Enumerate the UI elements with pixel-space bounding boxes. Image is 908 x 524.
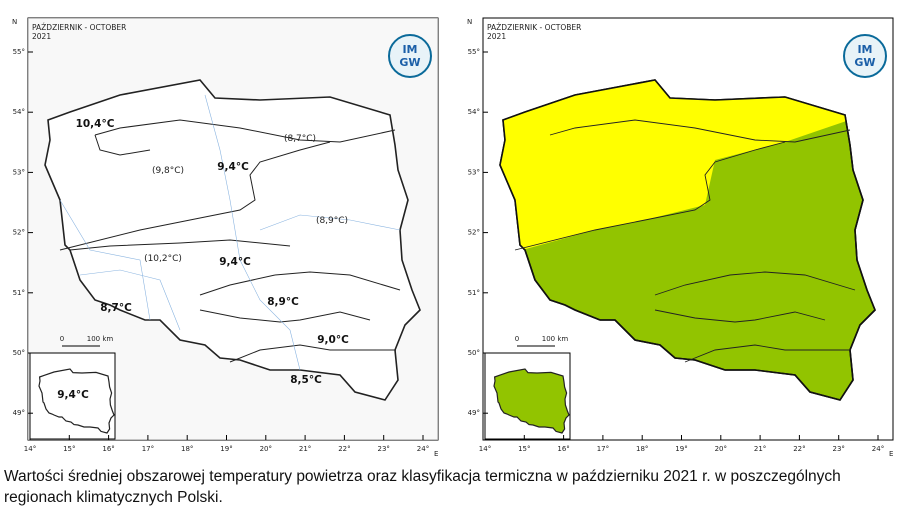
lat-label: 49° <box>468 409 480 417</box>
inset-label: 9,4°C <box>57 389 89 401</box>
header-year: 2021 <box>487 32 506 41</box>
logo-text: IM <box>402 43 417 56</box>
region-warm <box>500 80 855 252</box>
lat-label: 51° <box>13 289 25 297</box>
lat-label: 53° <box>13 168 25 176</box>
lon-label: 17° <box>142 445 154 453</box>
lon-label: 19° <box>220 445 232 453</box>
lat-label: 53° <box>468 168 480 176</box>
lon-label: 24° <box>872 445 884 453</box>
lat-label: 55° <box>468 48 480 56</box>
logo-circle <box>388 34 432 78</box>
region-label: (8,7°C) <box>284 134 316 144</box>
region-label: 8,7°C <box>100 302 132 314</box>
lon-label: 23° <box>377 445 389 453</box>
lat-label: 50° <box>468 349 480 357</box>
lon-label: 16° <box>102 445 114 453</box>
region-label: 9,4°C <box>217 161 249 173</box>
scale-label: 0 <box>60 335 64 343</box>
lon-label: 15° <box>63 445 75 453</box>
lat-label: 52° <box>13 229 25 237</box>
region-label: 8,9°C <box>267 296 299 308</box>
lat-label: 51° <box>468 289 480 297</box>
logo-text: GW <box>854 56 875 69</box>
lat-label: 54° <box>468 108 480 116</box>
map-temperature: 0 100 km 10,4°C (8,7°C) (9,8°C) 9,4°C (8… <box>12 17 439 458</box>
lon-label: 21° <box>754 445 766 453</box>
lon-label: 14° <box>24 445 36 453</box>
region-label: 10,4°C <box>76 118 115 130</box>
scale-label: 0 <box>515 335 519 343</box>
header-title: PAŹDZIERNIK - OCTOBER <box>32 23 126 32</box>
lat-label: 55° <box>13 48 25 56</box>
lon-label: 22° <box>338 445 350 453</box>
scale-label: 100 km <box>87 335 114 343</box>
lon-label: 24° <box>417 445 429 453</box>
maps: 0 100 km 10,4°C (8,7°C) (9,8°C) 9,4°C (8… <box>12 17 894 458</box>
scale-label: 100 km <box>542 335 569 343</box>
rivers <box>59 94 401 371</box>
region-label: (9,8°C) <box>152 166 184 176</box>
lat-label: 54° <box>13 108 25 116</box>
lon-label: 14° <box>479 445 491 453</box>
region-label: 9,4°C <box>219 256 251 268</box>
header-year: 2021 <box>32 32 51 41</box>
header-title: PAŹDZIERNIK - OCTOBER <box>487 23 581 32</box>
north-label: N <box>12 18 17 26</box>
lon-label: 17° <box>597 445 609 453</box>
lon-label: 22° <box>793 445 805 453</box>
region-borders <box>514 119 856 363</box>
lon-label: 18° <box>181 445 193 453</box>
lon-label: 20° <box>260 445 272 453</box>
east-label: E <box>889 450 893 458</box>
lon-label: 16° <box>557 445 569 453</box>
north-label: N <box>467 18 472 26</box>
lon-label: 21° <box>299 445 311 453</box>
east-label: E <box>434 450 438 458</box>
lon-label: 19° <box>675 445 687 453</box>
lat-label: 52° <box>468 229 480 237</box>
lon-label: 23° <box>832 445 844 453</box>
lon-label: 18° <box>636 445 648 453</box>
region-label: 9,0°C <box>317 334 349 346</box>
region-label: 8,5°C <box>290 374 322 386</box>
lon-label: 20° <box>715 445 727 453</box>
region-label: (8,9°C) <box>316 216 348 226</box>
region-borders <box>59 119 401 363</box>
region-label: (10,2°C) <box>144 254 182 264</box>
logo-text: GW <box>399 56 420 69</box>
caption: Wartości średniej obszarowej temperatury… <box>4 468 841 506</box>
logo-text: IM <box>857 43 872 56</box>
logo-circle <box>843 34 887 78</box>
lat-label: 50° <box>13 349 25 357</box>
lon-label: 15° <box>518 445 530 453</box>
lat-label: 49° <box>13 409 25 417</box>
